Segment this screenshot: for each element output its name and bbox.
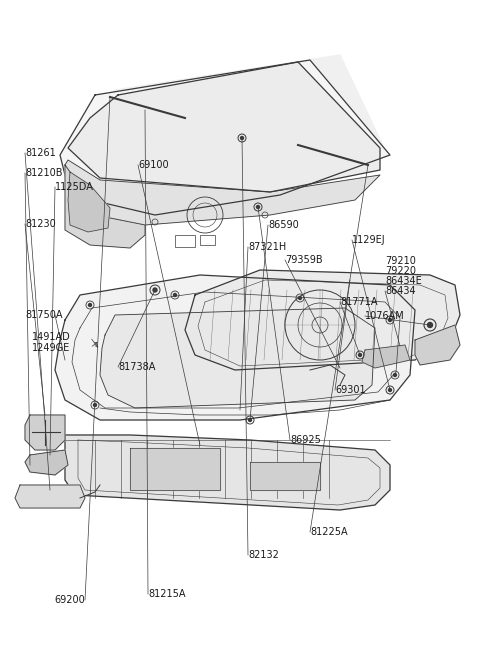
Polygon shape bbox=[65, 435, 390, 510]
Polygon shape bbox=[65, 160, 380, 225]
Polygon shape bbox=[65, 165, 145, 248]
Text: 87321H: 87321H bbox=[248, 242, 286, 252]
Text: 1129EJ: 1129EJ bbox=[352, 235, 385, 245]
Text: 86434: 86434 bbox=[385, 286, 416, 296]
Circle shape bbox=[153, 288, 157, 292]
Text: 81225A: 81225A bbox=[310, 527, 348, 537]
Circle shape bbox=[249, 419, 252, 422]
Text: 81771A: 81771A bbox=[340, 297, 377, 307]
Circle shape bbox=[256, 205, 260, 209]
Polygon shape bbox=[100, 308, 375, 408]
Text: 69301: 69301 bbox=[335, 385, 366, 395]
Text: 79359B: 79359B bbox=[285, 255, 323, 265]
Circle shape bbox=[94, 403, 96, 407]
Text: 86434E: 86434E bbox=[385, 276, 422, 286]
Text: 86590: 86590 bbox=[268, 220, 299, 230]
Circle shape bbox=[428, 323, 432, 327]
Circle shape bbox=[240, 136, 243, 140]
Text: 81750A: 81750A bbox=[25, 310, 62, 320]
Polygon shape bbox=[55, 275, 415, 420]
Circle shape bbox=[359, 354, 361, 356]
Text: 81230: 81230 bbox=[25, 219, 56, 229]
Circle shape bbox=[394, 373, 396, 377]
Text: 81210B: 81210B bbox=[25, 168, 62, 178]
Text: 81261: 81261 bbox=[25, 148, 56, 158]
Polygon shape bbox=[362, 345, 410, 368]
Circle shape bbox=[388, 319, 392, 321]
Polygon shape bbox=[130, 448, 220, 490]
Circle shape bbox=[388, 388, 392, 392]
Text: 1491AD: 1491AD bbox=[32, 332, 71, 342]
Text: 82132: 82132 bbox=[248, 550, 279, 560]
Polygon shape bbox=[65, 55, 385, 188]
Polygon shape bbox=[250, 462, 320, 490]
Bar bbox=[175, 235, 195, 247]
Circle shape bbox=[299, 297, 301, 300]
Circle shape bbox=[173, 293, 177, 297]
Polygon shape bbox=[68, 172, 110, 232]
Text: 86925: 86925 bbox=[290, 435, 321, 445]
Text: 79220: 79220 bbox=[385, 266, 416, 276]
Text: 1249GE: 1249GE bbox=[32, 343, 70, 353]
Text: 1125DA: 1125DA bbox=[55, 182, 94, 192]
Polygon shape bbox=[25, 450, 68, 475]
Polygon shape bbox=[185, 270, 460, 370]
Text: 81215A: 81215A bbox=[148, 589, 185, 599]
Text: 69100: 69100 bbox=[138, 160, 168, 170]
Polygon shape bbox=[15, 485, 85, 508]
Polygon shape bbox=[60, 60, 390, 215]
Polygon shape bbox=[68, 62, 380, 192]
Polygon shape bbox=[25, 415, 65, 450]
Circle shape bbox=[88, 304, 92, 306]
Text: 69200: 69200 bbox=[54, 595, 85, 605]
Text: 81738A: 81738A bbox=[118, 362, 156, 372]
Polygon shape bbox=[415, 325, 460, 365]
Bar bbox=[200, 235, 215, 245]
Text: 1076AM: 1076AM bbox=[365, 311, 405, 321]
Text: 79210: 79210 bbox=[385, 256, 416, 266]
